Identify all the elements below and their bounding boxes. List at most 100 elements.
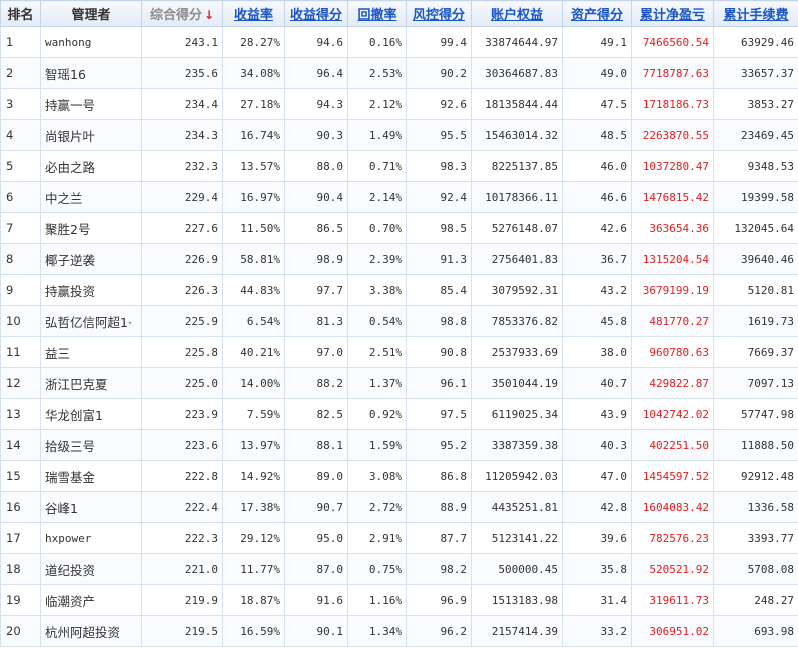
equity-cell: 6119025.34 — [471, 398, 563, 430]
drawdown-cell: 1.16% — [347, 584, 407, 616]
table-row: 4 尚银片叶 234.3 16.74% 90.3 1.49% 95.5 15463014.32… — [0, 119, 798, 151]
sort-cum-fee-link[interactable]: 累计手续费 — [723, 8, 789, 23]
return-rate-cell: 17.38% — [222, 491, 285, 523]
header-equity[interactable]: 账户权益 — [471, 0, 563, 27]
drawdown-cell: 2.12% — [347, 88, 407, 120]
header-asset-score[interactable]: 资产得分 — [562, 0, 632, 27]
sort-desc-arrow-icon: ↓ — [203, 8, 215, 22]
asset-score-cell: 33.2 — [562, 615, 632, 647]
cum-pnl-cell: 429822.87 — [631, 367, 714, 399]
risk-score-cell: 91.3 — [406, 243, 472, 275]
risk-score-cell: 96.1 — [406, 367, 472, 399]
risk-score-cell: 92.4 — [406, 181, 472, 213]
sort-cum-pnl-link[interactable]: 累计净盈亏 — [639, 8, 705, 23]
return-score-cell: 81.3 — [284, 305, 348, 337]
cum-fee-cell: 3853.27 — [713, 88, 798, 120]
total-score-cell: 225.9 — [141, 305, 223, 337]
asset-score-cell: 36.7 — [562, 243, 632, 275]
return-rate-cell: 16.97% — [222, 181, 285, 213]
equity-cell: 30364687.83 — [471, 57, 563, 89]
rank-cell: 18 — [0, 553, 41, 585]
rank-cell: 11 — [0, 336, 41, 368]
manager-cell: 益三 — [40, 336, 142, 368]
cum-pnl-cell: 7466560.54 — [631, 26, 714, 58]
header-return-rate[interactable]: 收益率 — [222, 0, 285, 27]
asset-score-cell: 35.8 — [562, 553, 632, 585]
equity-cell: 3387359.38 — [471, 429, 563, 461]
asset-score-cell: 47.0 — [562, 460, 632, 492]
return-rate-cell: 40.21% — [222, 336, 285, 368]
total-score-cell: 235.6 — [141, 57, 223, 89]
drawdown-cell: 0.16% — [347, 26, 407, 58]
sort-return-rate-link[interactable]: 收益率 — [233, 8, 273, 23]
drawdown-cell: 0.70% — [347, 212, 407, 244]
rank-cell: 4 — [0, 119, 41, 151]
header-drawdown[interactable]: 回撤率 — [347, 0, 407, 27]
rank-cell: 8 — [0, 243, 41, 275]
cum-fee-cell: 9348.53 — [713, 150, 798, 182]
risk-score-cell: 98.3 — [406, 150, 472, 182]
header-risk-score[interactable]: 风控得分 — [406, 0, 472, 27]
drawdown-cell: 0.75% — [347, 553, 407, 585]
asset-score-cell: 45.8 — [562, 305, 632, 337]
rank-cell: 6 — [0, 181, 41, 213]
return-rate-cell: 34.08% — [222, 57, 285, 89]
cum-pnl-cell: 1604083.42 — [631, 491, 714, 523]
header-cum-fee[interactable]: 累计手续费 — [713, 0, 798, 27]
return-rate-cell: 27.18% — [222, 88, 285, 120]
risk-score-cell: 88.9 — [406, 491, 472, 523]
equity-cell: 1513183.98 — [471, 584, 563, 616]
equity-cell: 3079592.31 — [471, 274, 563, 306]
sort-risk-score-link[interactable]: 风控得分 — [412, 8, 465, 23]
return-score-cell: 90.3 — [284, 119, 348, 151]
manager-cell: 谷峰1 — [40, 491, 142, 523]
return-score-cell: 97.0 — [284, 336, 348, 368]
manager-cell: 必由之路 — [40, 150, 142, 182]
return-rate-cell: 18.87% — [222, 584, 285, 616]
sort-drawdown-link[interactable]: 回撤率 — [357, 8, 397, 23]
risk-score-cell: 92.6 — [406, 88, 472, 120]
return-rate-cell: 29.12% — [222, 522, 285, 554]
total-score-cell: 223.9 — [141, 398, 223, 430]
manager-cell: 瑞雪基金 — [40, 460, 142, 492]
return-score-cell: 82.5 — [284, 398, 348, 430]
return-rate-cell: 14.00% — [222, 367, 285, 399]
sort-equity-link[interactable]: 账户权益 — [490, 8, 543, 23]
cum-fee-cell: 5120.81 — [713, 274, 798, 306]
drawdown-cell: 1.34% — [347, 615, 407, 647]
rank-cell: 10 — [0, 305, 41, 337]
cum-fee-cell: 693.98 — [713, 615, 798, 647]
asset-score-cell: 39.6 — [562, 522, 632, 554]
cum-fee-cell: 11888.50 — [713, 429, 798, 461]
equity-cell: 15463014.32 — [471, 119, 563, 151]
rank-cell: 12 — [0, 367, 41, 399]
cum-fee-cell: 1336.58 — [713, 491, 798, 523]
return-score-cell: 90.1 — [284, 615, 348, 647]
sort-asset-score-link[interactable]: 资产得分 — [570, 8, 623, 23]
cum-pnl-cell: 306951.02 — [631, 615, 714, 647]
manager-cell: 尚银片叶 — [40, 119, 142, 151]
risk-score-cell: 98.5 — [406, 212, 472, 244]
asset-score-cell: 40.3 — [562, 429, 632, 461]
sort-return-score-link[interactable]: 收益得分 — [289, 8, 342, 23]
total-score-cell: 234.3 — [141, 119, 223, 151]
risk-score-cell: 96.9 — [406, 584, 472, 616]
equity-cell: 10178366.11 — [471, 181, 563, 213]
return-rate-cell: 13.57% — [222, 150, 285, 182]
risk-score-cell: 98.8 — [406, 305, 472, 337]
rank-cell: 17 — [0, 522, 41, 554]
header-cum-pnl[interactable]: 累计净盈亏 — [631, 0, 714, 27]
cum-pnl-cell: 782576.23 — [631, 522, 714, 554]
header-total-score[interactable]: 综合得分 ↓ — [141, 0, 223, 27]
drawdown-cell: 2.51% — [347, 336, 407, 368]
total-score-cell: 222.8 — [141, 460, 223, 492]
table-row: 10 弘哲亿信阿超1· 225.9 6.54% 81.3 0.54% 98.8 7853376… — [0, 305, 798, 337]
cum-pnl-cell: 3679199.19 — [631, 274, 714, 306]
risk-score-cell: 86.8 — [406, 460, 472, 492]
header-manager-label: 管理者 — [71, 8, 111, 23]
return-rate-cell: 16.74% — [222, 119, 285, 151]
header-return-score[interactable]: 收益得分 — [284, 0, 348, 27]
header-row: 排名 管理者 综合得分 ↓ 收益率 收益得分 回撤率 风控得分 账户权益 资产得分… — [0, 0, 798, 27]
sort-total-score-link[interactable]: 综合得分 — [149, 8, 202, 23]
